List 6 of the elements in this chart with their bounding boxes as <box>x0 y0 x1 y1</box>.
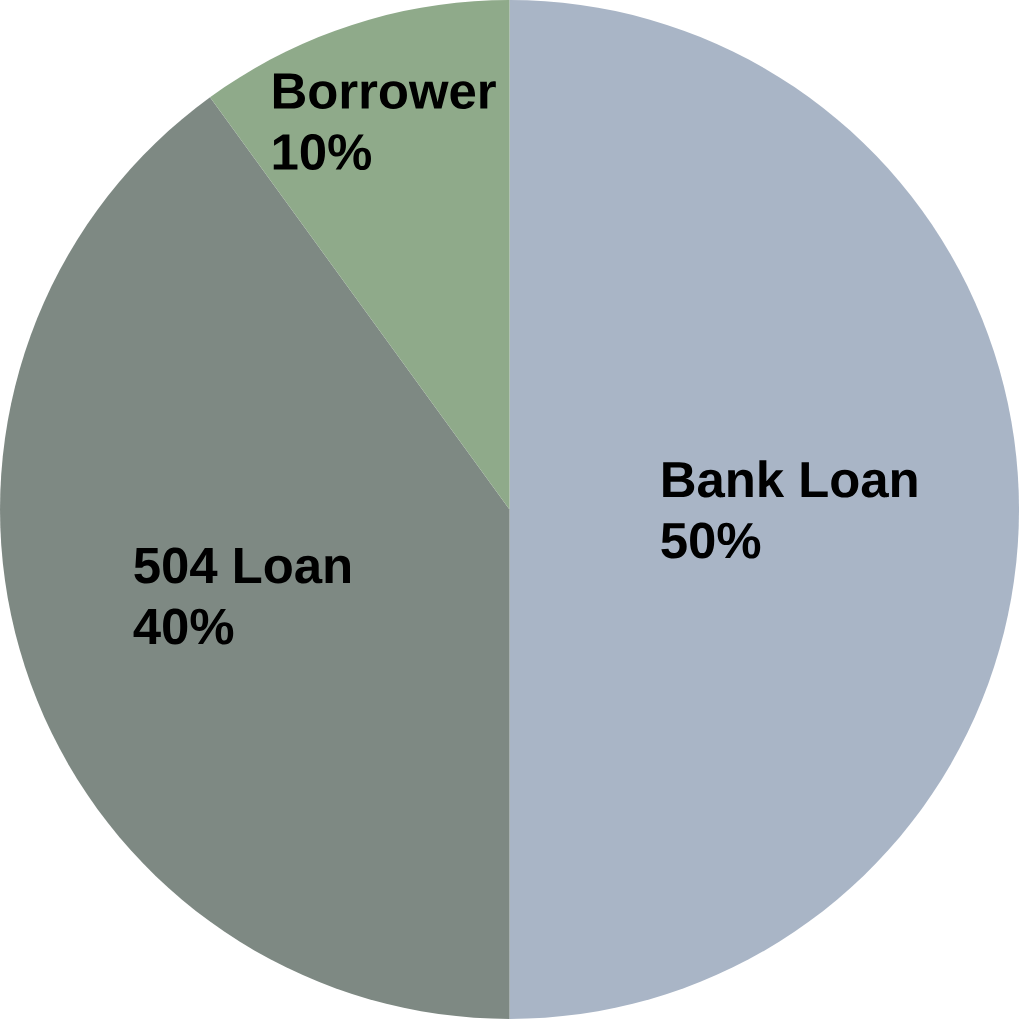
slice-label: 504 Loan <box>134 547 350 584</box>
slice-label: Borrower <box>273 73 496 110</box>
data-label: 50% <box>661 522 761 559</box>
data-label: 10% <box>273 134 371 171</box>
slice-label: Bank Loan <box>663 460 917 498</box>
data-label: 40% <box>133 608 234 645</box>
